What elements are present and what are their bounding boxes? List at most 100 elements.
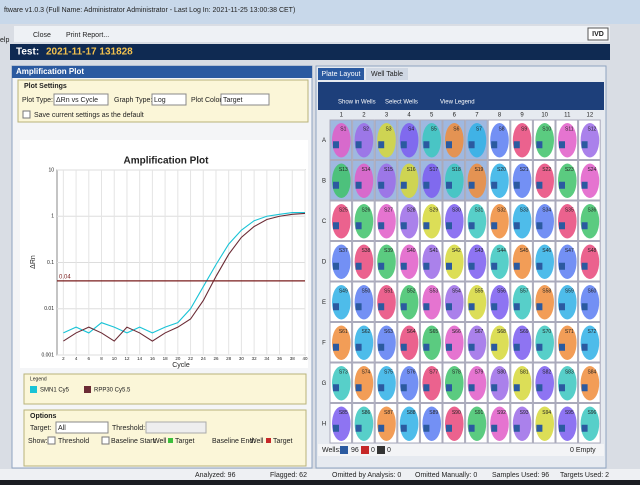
well-label[interactable]: S21 [520, 167, 529, 173]
well-label[interactable]: S67 [474, 329, 483, 335]
well-label[interactable]: S10 [542, 126, 551, 132]
well-label[interactable]: S62 [361, 329, 370, 335]
well-label[interactable]: S76 [407, 369, 416, 375]
well-label[interactable]: S59 [565, 288, 574, 294]
well-label[interactable]: S26 [361, 207, 370, 213]
well-label[interactable]: S14 [361, 167, 370, 173]
well-label[interactable]: S41 [429, 248, 438, 254]
well-label[interactable]: S96 [587, 410, 596, 416]
well-label[interactable]: S35 [565, 207, 574, 213]
well-label[interactable]: S12 [587, 126, 596, 132]
well-label[interactable]: S66 [452, 329, 461, 335]
plot-color-select[interactable] [220, 93, 270, 106]
well-label[interactable]: S5 [431, 126, 437, 132]
checkbox[interactable] [22, 110, 31, 119]
well-label[interactable]: S61 [339, 329, 348, 335]
well-label[interactable]: S89 [429, 410, 438, 416]
well-label[interactable]: S13 [339, 167, 348, 173]
checkbox[interactable] [47, 436, 56, 445]
well-label[interactable]: S30 [452, 207, 461, 213]
well-label[interactable]: S23 [565, 167, 574, 173]
well-label[interactable]: S31 [474, 207, 483, 213]
well-label[interactable]: S95 [565, 410, 574, 416]
well-label[interactable]: S15 [384, 167, 393, 173]
well-label[interactable]: S86 [361, 410, 370, 416]
well-label[interactable]: S82 [542, 369, 551, 375]
well-label[interactable]: S38 [361, 248, 370, 254]
checkbox[interactable] [101, 436, 110, 445]
well-label[interactable]: S92 [497, 410, 506, 416]
well-label[interactable]: S18 [452, 167, 461, 173]
well-label[interactable]: S57 [520, 288, 529, 294]
well-label[interactable]: S77 [429, 369, 438, 375]
well-label[interactable]: S34 [542, 207, 551, 213]
well-label[interactable]: S46 [542, 248, 551, 254]
well-label[interactable]: S48 [587, 248, 596, 254]
well-label[interactable]: S68 [497, 329, 506, 335]
well-label[interactable]: S20 [497, 167, 506, 173]
well-label[interactable]: S27 [384, 207, 393, 213]
well-label[interactable]: S24 [587, 167, 596, 173]
well-label[interactable]: S50 [361, 288, 370, 294]
well-label[interactable]: S74 [361, 369, 370, 375]
well-label[interactable]: S69 [520, 329, 529, 335]
target-select[interactable] [55, 421, 109, 434]
well-label[interactable]: S71 [565, 329, 574, 335]
well-label[interactable]: S52 [407, 288, 416, 294]
well-label[interactable]: S28 [407, 207, 416, 213]
well-label[interactable]: S51 [384, 288, 393, 294]
menu-print[interactable]: Print Report... [66, 32, 109, 39]
well-label[interactable]: S93 [520, 410, 529, 416]
threshold-input[interactable] [145, 421, 207, 434]
well-label[interactable]: S36 [587, 207, 596, 213]
well-label[interactable]: S78 [452, 369, 461, 375]
well-label[interactable]: S90 [452, 410, 461, 416]
well-label[interactable]: S79 [474, 369, 483, 375]
well-label[interactable]: S19 [474, 167, 483, 173]
well-label[interactable]: S81 [520, 369, 529, 375]
well-label[interactable]: S75 [384, 369, 393, 375]
well-label[interactable]: S65 [429, 329, 438, 335]
well-label[interactable]: S9 [521, 126, 527, 132]
well-label[interactable]: S37 [339, 248, 348, 254]
well-label[interactable]: S60 [587, 288, 596, 294]
graph-type-select[interactable] [151, 93, 187, 106]
well-label[interactable]: S64 [407, 329, 416, 335]
tab[interactable] [366, 68, 408, 80]
well-label[interactable]: S72 [587, 329, 596, 335]
well-label[interactable]: S91 [474, 410, 483, 416]
show-in-wells[interactable]: Show in Wells [338, 100, 376, 106]
well-label[interactable]: S22 [542, 167, 551, 173]
well-label[interactable]: S29 [429, 207, 438, 213]
well-label[interactable]: S85 [339, 410, 348, 416]
well-label[interactable]: S56 [497, 288, 506, 294]
well-label[interactable]: S8 [498, 126, 504, 132]
well-label[interactable]: S6 [453, 126, 459, 132]
well-label[interactable]: S83 [565, 369, 574, 375]
well-label[interactable]: S11 [565, 126, 574, 132]
well-label[interactable]: S87 [384, 410, 393, 416]
well-label[interactable]: S45 [520, 248, 529, 254]
well-label[interactable]: S7 [476, 126, 482, 132]
well-label[interactable]: S63 [384, 329, 393, 335]
well-label[interactable]: S55 [474, 288, 483, 294]
well-label[interactable]: S49 [339, 288, 348, 294]
well-label[interactable]: S43 [474, 248, 483, 254]
view-legend[interactable]: View Legend [440, 100, 475, 106]
well-label[interactable]: S58 [542, 288, 551, 294]
well-label[interactable]: S2 [363, 126, 369, 132]
well-label[interactable]: S53 [429, 288, 438, 294]
tab[interactable] [318, 68, 364, 80]
well-label[interactable]: S70 [542, 329, 551, 335]
well-label[interactable]: S17 [429, 167, 438, 173]
well-label[interactable]: S94 [542, 410, 551, 416]
select-wells[interactable]: Select Wells [385, 100, 418, 106]
well-label[interactable]: S33 [520, 207, 529, 213]
well-label[interactable]: S73 [339, 369, 348, 375]
well-label[interactable]: S80 [497, 369, 506, 375]
well-label[interactable]: S25 [339, 207, 348, 213]
well-label[interactable]: S44 [497, 248, 506, 254]
well-label[interactable]: S16 [407, 167, 416, 173]
well-label[interactable]: S54 [452, 288, 461, 294]
well-label[interactable]: S40 [407, 248, 416, 254]
